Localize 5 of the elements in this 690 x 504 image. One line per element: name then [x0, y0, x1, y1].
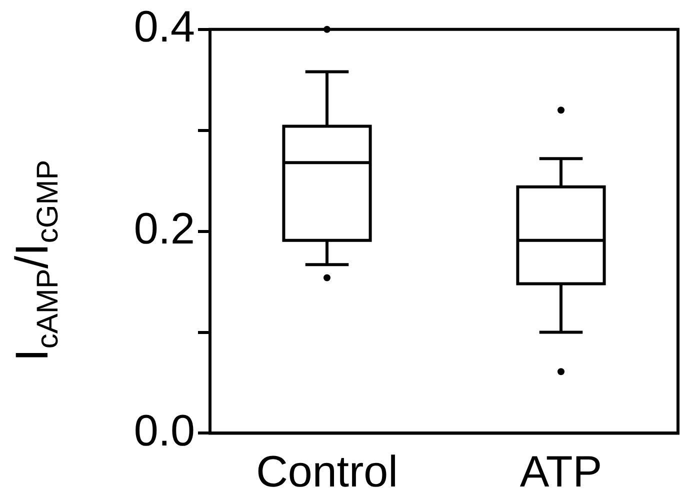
x-tick-label: ATP	[520, 448, 602, 497]
x-tick-label: Control	[256, 448, 398, 497]
y-tick-label: 0.0	[134, 406, 195, 456]
y-tick-label: 0.2	[134, 204, 195, 254]
y-tick-label: 0.4	[134, 2, 195, 52]
